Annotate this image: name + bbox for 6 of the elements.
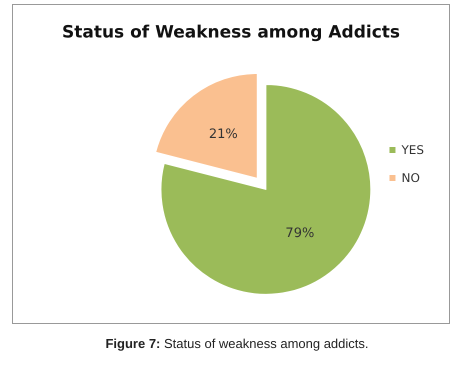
caption: Figure 7: Status of weakness among addicts. — [104, 336, 370, 351]
data-label: 79% — [285, 226, 314, 241]
data-label: 21% — [208, 127, 238, 142]
chart-title: Status of Weakness among Addicts — [62, 22, 400, 42]
legend-label: YES — [400, 143, 424, 157]
legend-label: NO — [401, 171, 420, 185]
